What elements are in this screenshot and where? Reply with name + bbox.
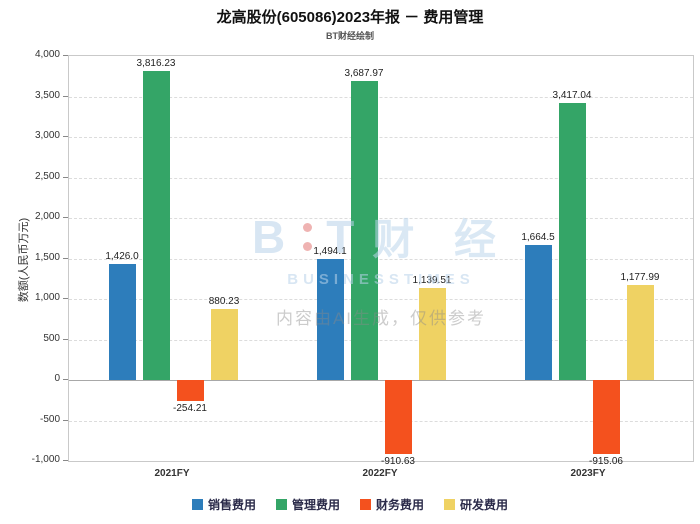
y-tick-label: -500 (39, 413, 60, 425)
legend-label: 管理费用 (291, 498, 340, 512)
y-tick-mark (63, 419, 68, 421)
gridline (69, 420, 693, 422)
y-tick-label: 0 (54, 373, 60, 384)
y-tick-label: 1,500 (34, 251, 60, 263)
chart-subtitle: BT财经绘制 (326, 31, 374, 41)
bar-销售费用-2022FY (316, 258, 344, 380)
plot-area: B T 财 经 BUSINESSTIMES 内容由AI生成，仅供参考 1,426… (68, 55, 694, 467)
legend-swatch-icon (275, 499, 287, 510)
bar-管理费用-2021FY (142, 70, 170, 380)
bar-管理费用-2022FY (350, 81, 378, 380)
y-tick-mark (63, 95, 68, 97)
bar-研发费用-2023FY (626, 284, 654, 380)
bar-value-label: 3,687.97 (344, 68, 384, 80)
y-tick-label: 3,000 (34, 130, 60, 141)
watermark-dot-icon (303, 222, 313, 232)
y-tick-label: 2,500 (34, 170, 60, 182)
gridline (69, 258, 693, 260)
y-tick-mark (63, 460, 68, 461)
legend-label: 销售费用 (207, 498, 256, 512)
bar-销售费用-2021FY (108, 264, 136, 380)
bar-value-label: 1,426.0 (105, 251, 139, 263)
gridline (69, 177, 693, 179)
bar-管理费用-2023FY (558, 103, 586, 380)
y-tick-label: -1,000 (31, 454, 60, 465)
y-tick-label: 3,500 (34, 89, 60, 101)
bar-value-label: -910.63 (381, 455, 415, 467)
bar-财务费用-2022FY (384, 380, 412, 454)
gridline (69, 299, 693, 300)
legend-swatch-icon (444, 499, 456, 510)
gridline (69, 96, 693, 98)
legend-item-销售费用: 销售费用 (191, 496, 256, 513)
y-tick-mark (63, 257, 68, 259)
bar-value-label: 1,664.5 (521, 232, 555, 244)
x-tick-label: 2022FY (362, 468, 398, 479)
chart-title: 龙高股份(605086)2023年报 － 费用管理 (216, 9, 484, 26)
gridline (69, 218, 693, 219)
bar-value-label: 3,816.23 (136, 57, 176, 69)
y-tick-mark (63, 217, 68, 218)
bar-财务费用-2023FY (592, 380, 620, 455)
bar-value-label: 1,177.99 (620, 271, 660, 283)
bar-财务费用-2021FY (176, 380, 204, 401)
legend-label: 研发费用 (460, 498, 509, 512)
y-tick-label: 4,000 (34, 49, 60, 60)
x-tick-label: 2023FY (570, 468, 606, 479)
y-tick-mark (63, 298, 68, 299)
bar-value-label: 1,494.1 (313, 245, 347, 257)
zero-axis-line (69, 380, 693, 381)
x-tick-label: 2021FY (154, 468, 190, 479)
bar-研发费用-2022FY (418, 287, 446, 380)
y-tick-label: 2,000 (34, 211, 60, 222)
bar-value-label: -915.06 (589, 456, 623, 468)
y-tick-label: 1,000 (34, 292, 60, 303)
legend-item-财务费用: 财务费用 (360, 496, 424, 513)
bar-销售费用-2023FY (524, 245, 552, 380)
y-tick-label: 500 (43, 332, 60, 344)
y-tick-mark (63, 176, 68, 178)
legend-label: 财务费用 (376, 498, 425, 512)
y-tick-mark (63, 338, 68, 340)
bar-value-label: -254.21 (173, 402, 207, 414)
gridline (69, 137, 693, 138)
y-tick-mark (63, 136, 68, 137)
bar-value-label: 1,139.51 (412, 274, 452, 286)
legend-swatch-icon (191, 499, 203, 510)
legend-swatch-icon (360, 499, 371, 510)
bar-value-label: 880.23 (208, 295, 240, 307)
y-tick-mark (63, 55, 68, 56)
legend-item-管理费用: 管理费用 (275, 496, 340, 513)
bar-研发费用-2021FY (210, 308, 238, 380)
gridline (69, 339, 693, 341)
legend-item-研发费用: 研发费用 (444, 496, 508, 513)
legend: 销售费用 管理费用 财务费用 研发费用 (0, 496, 700, 513)
bar-value-label: 3,417.04 (552, 90, 592, 102)
y-tick-mark (63, 379, 68, 380)
